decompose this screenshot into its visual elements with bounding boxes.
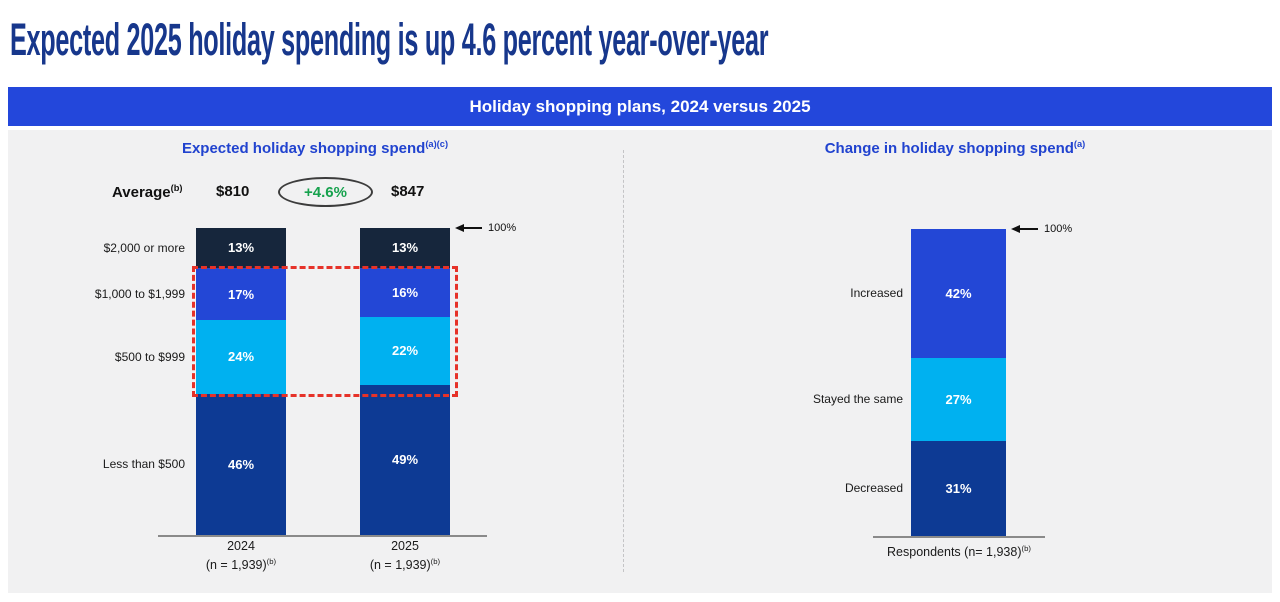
- segment-value-label: 17%: [227, 286, 255, 302]
- x-axis-label-line1: 2024: [227, 539, 255, 553]
- segment-value-label: 22%: [391, 343, 419, 359]
- bar-segment: 13%: [196, 228, 286, 268]
- x-axis-label-line2: (n = 1,939)(b): [205, 557, 277, 573]
- category-label: Stayed the same: [812, 392, 903, 407]
- panel-divider: [623, 150, 624, 572]
- average-value-2024: $810: [216, 183, 250, 200]
- segment-value-label: 16%: [391, 284, 419, 300]
- arrow-left-icon: [455, 224, 464, 232]
- segment-value-label: 27%: [945, 391, 972, 407]
- stacked-bar: 13% 16% 22% 49%: [360, 228, 450, 535]
- right-hundred-percent-annotation: 100%: [1011, 223, 1072, 235]
- left-hundred-percent-label: 100%: [488, 222, 517, 234]
- segment-value-label: 46%: [227, 456, 255, 472]
- x-axis-label: 2024 (n = 1,939)(b): [126, 539, 356, 573]
- arrow-line: [1020, 228, 1038, 230]
- category-label: Decreased: [844, 481, 903, 496]
- x-axis-label-line1: 2025: [391, 539, 419, 553]
- bar-segment: 16%: [360, 267, 450, 318]
- left-section-title: Expected holiday shopping spend(a)(c): [115, 139, 515, 157]
- x-axis-label-footnote: (b): [1021, 544, 1031, 553]
- left-x-axis: [158, 535, 487, 537]
- bar-segment: 27%: [911, 357, 1006, 441]
- segment-value-label: 31%: [945, 480, 972, 496]
- x-axis-label-footnote: (b): [430, 557, 441, 566]
- page-title: Expected 2025 holiday spending is up 4.6…: [10, 14, 769, 65]
- right-x-axis: [873, 536, 1045, 538]
- segment-value-label: 42%: [945, 285, 972, 301]
- x-axis-label: 2025 (n = 1,939)(b): [290, 539, 520, 573]
- x-axis-label-footnote: (b): [266, 557, 277, 566]
- left-section-title-text: Expected holiday shopping spend: [181, 140, 426, 157]
- right-hundred-percent-label: 100%: [1044, 223, 1073, 235]
- category-label: Increased: [850, 286, 903, 301]
- category-label: Less than $500: [102, 457, 185, 472]
- banner: Holiday shopping plans, 2024 versus 2025: [8, 87, 1272, 126]
- x-axis-label-line2: (n = 1,939)(b): [369, 557, 441, 573]
- segment-value-label: 24%: [227, 349, 255, 365]
- arrow-line: [464, 227, 482, 229]
- stacked-bar: 13% 17% 24% 46%: [196, 228, 286, 535]
- average-label-text: Average: [112, 184, 171, 201]
- bar-segment: 13%: [360, 228, 450, 268]
- category-label: $500 to $999: [114, 349, 185, 364]
- bar-segment: 42%: [911, 229, 1006, 358]
- arrow-left-icon: [1011, 225, 1020, 233]
- change-ellipse: +4.6%: [278, 177, 373, 207]
- average-value-2025: $847: [391, 183, 425, 200]
- left-section-title-footnote: (a)(c): [425, 139, 449, 149]
- bar-segment: 46%: [196, 393, 286, 535]
- banner-title: Holiday shopping plans, 2024 versus 2025: [469, 96, 811, 116]
- right-section-title: Change in holiday shopping spend(a): [755, 139, 1155, 157]
- left-hundred-percent-annotation: 100%: [455, 222, 516, 234]
- x-axis-label-line1: Respondents (n= 1,938)(b): [887, 544, 1031, 560]
- category-label: $2,000 or more: [103, 240, 185, 255]
- bar-segment: 22%: [360, 317, 450, 385]
- bar-segment: 49%: [360, 384, 450, 535]
- bar-segment: 17%: [196, 267, 286, 321]
- right-section-title-text: Change in holiday shopping spend: [824, 140, 1074, 157]
- stacked-bar: 42% 27% 31%: [911, 229, 1006, 536]
- right-section-title-footnote: (a): [1073, 139, 1086, 149]
- x-axis-label: Respondents (n= 1,938)(b): [844, 541, 1074, 560]
- category-label: $1,000 to $1,999: [94, 287, 185, 301]
- bar-segment: 24%: [196, 320, 286, 394]
- bar-segment: 31%: [911, 440, 1006, 536]
- highlight-box: [192, 266, 458, 397]
- change-value: +4.6%: [304, 183, 347, 201]
- segment-value-label: 13%: [227, 240, 255, 256]
- segment-value-label: 13%: [391, 240, 419, 256]
- average-label-footnote: (b): [170, 183, 183, 193]
- segment-value-label: 49%: [391, 452, 419, 468]
- average-label: Average(b): [112, 183, 183, 201]
